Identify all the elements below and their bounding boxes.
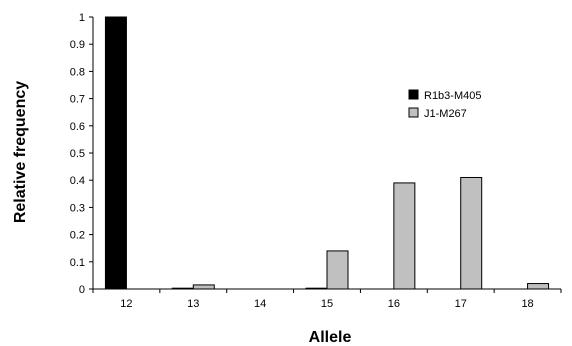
x-axis-ticks: 12 13 14 15 16 17 18 <box>92 289 562 310</box>
y-tick-label: 0 <box>79 284 85 296</box>
bar-R1b3-M405-12 <box>104 16 127 290</box>
bar-J1-M267-13 <box>192 284 215 290</box>
x-tick-label: 18 <box>521 298 533 310</box>
legend-swatch <box>408 89 419 100</box>
y-axis-title: Relative frequency <box>12 81 29 223</box>
bar-J1-M267-16 <box>393 182 416 290</box>
legend-label: R1b3-M405 <box>424 90 481 102</box>
legend: R1b3-M405 J1-M267 <box>408 89 481 120</box>
y-tick-label: 0.1 <box>70 257 85 269</box>
y-tick-label: 0.8 <box>70 66 85 78</box>
legend-label: J1-M267 <box>424 108 467 120</box>
y-tick-label: 0.9 <box>70 39 85 51</box>
legend-swatch <box>408 107 419 118</box>
x-tick-label: 17 <box>455 298 467 310</box>
y-axis-ticks: 0 0.1 0.2 0.3 0.4 0.5 0.6 0.7 0.8 0.9 1 <box>70 12 93 296</box>
y-tick-label: 0.2 <box>70 230 85 242</box>
y-tick-label: 0.3 <box>70 202 85 214</box>
x-axis-title: Allele <box>309 329 352 346</box>
x-tick-label: 16 <box>388 298 400 310</box>
bar-J1-M267-17 <box>460 176 483 290</box>
y-tick-label: 0.7 <box>70 94 85 106</box>
x-tick-label: 15 <box>321 298 333 310</box>
bar-J1-M267-15 <box>326 250 349 290</box>
y-tick-label: 0.4 <box>70 175 85 187</box>
y-tick-label: 1 <box>79 12 85 24</box>
x-tick-label: 13 <box>187 298 199 310</box>
x-tick-label: 14 <box>254 298 266 310</box>
x-tick-label: 12 <box>120 298 132 310</box>
y-tick-label: 0.5 <box>70 148 85 160</box>
bars <box>104 16 550 290</box>
bar-J1-M267-18 <box>527 283 550 290</box>
y-tick-label: 0.6 <box>70 121 85 133</box>
